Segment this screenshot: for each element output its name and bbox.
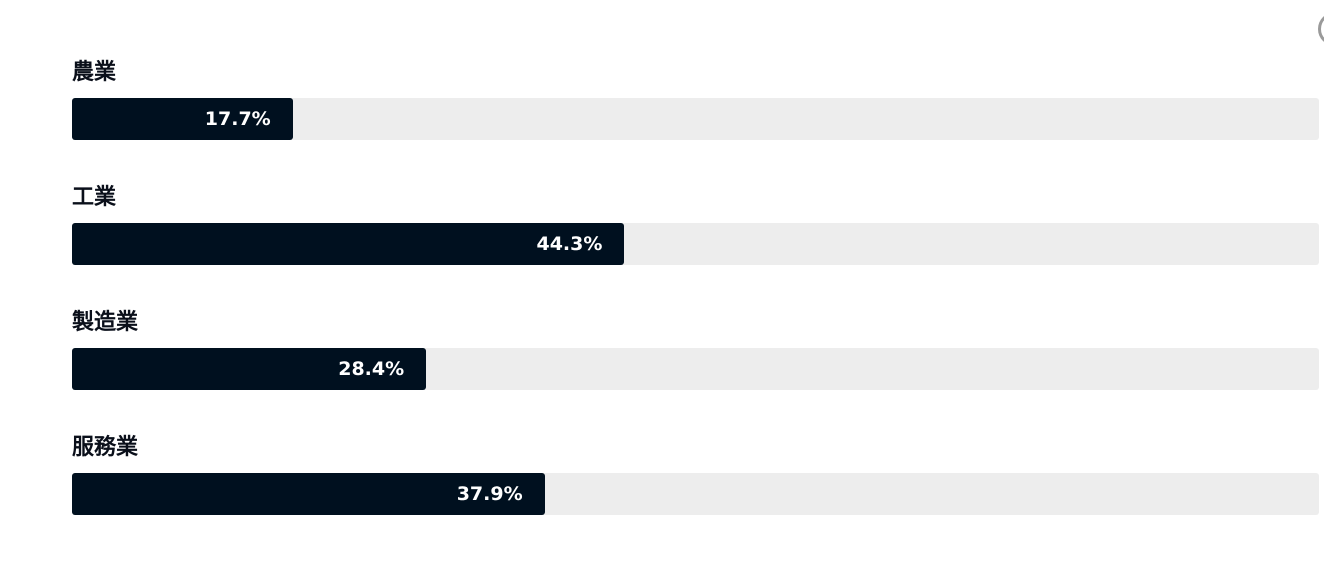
category-label: 製造業 — [72, 310, 139, 335]
bar-track: 28.4% — [72, 348, 1319, 390]
bar-track: 17.7% — [72, 98, 1319, 140]
category-label: 服務業 — [72, 435, 139, 460]
bar-track: 37.9% — [72, 473, 1319, 515]
category-label: 工業 — [72, 185, 117, 210]
value-label: 17.7% — [204, 108, 271, 130]
bar: 17.7% — [72, 98, 293, 140]
bar: 28.4% — [72, 348, 427, 390]
value-label: 28.4% — [338, 358, 405, 380]
circle-icon[interactable] — [1318, 12, 1324, 46]
bar: 44.3% — [72, 223, 625, 265]
category-label: 農業 — [72, 60, 117, 85]
bar: 37.9% — [72, 473, 545, 515]
value-label: 44.3% — [536, 233, 603, 255]
bar-track: 44.3% — [72, 223, 1319, 265]
value-label: 37.9% — [456, 483, 523, 505]
